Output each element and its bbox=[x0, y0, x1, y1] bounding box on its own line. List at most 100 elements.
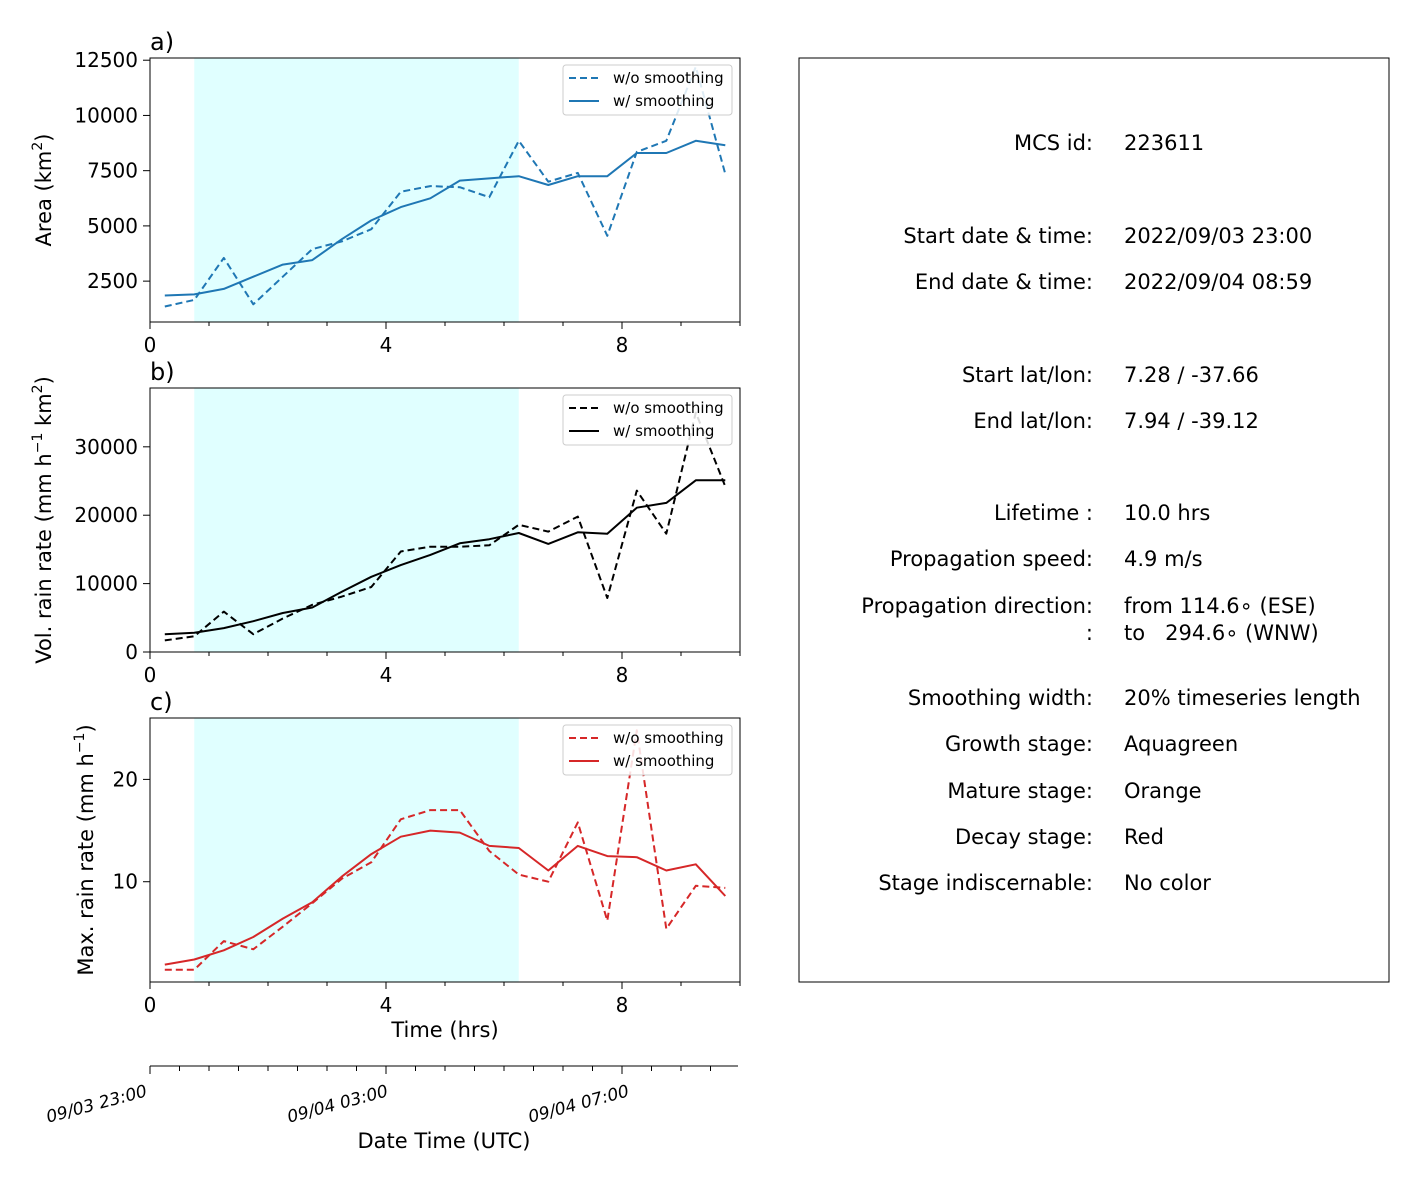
panel-b-series-with-smoothing-line bbox=[164, 479, 726, 636]
info-value-start-time: 2022/09/03 23:00 bbox=[1124, 224, 1312, 248]
panel-b-legend-label-solid: w/ smoothing bbox=[613, 422, 714, 440]
info-value-smoothing-width: 20% timeseries length bbox=[1124, 686, 1361, 710]
panel-b-xtick-label: 8 bbox=[616, 663, 629, 687]
panel-a-ylabel: Area (km2) bbox=[30, 134, 56, 247]
panel-b-ylabel-sup1: −1 bbox=[30, 433, 46, 454]
datetime-axis-ticks bbox=[149, 1066, 711, 1074]
datetime-axis: 09/03 23:00 09/04 03:00 09/04 07:00 Date… bbox=[44, 1065, 738, 1153]
panel-a-ylabel-main: Area (km bbox=[32, 151, 56, 247]
info-value-decay-stage: Red bbox=[1124, 825, 1164, 849]
panel-b-ylabel-sup2: 2 bbox=[30, 384, 46, 393]
panel-a-ytick-label: 2500 bbox=[87, 269, 138, 293]
panel-b-ytick-label: 30000 bbox=[74, 435, 138, 459]
panel-c-letter: c) bbox=[150, 688, 173, 716]
panel-b-shaded-period bbox=[194, 388, 519, 652]
panel-c-series-with-smoothing-line bbox=[164, 829, 727, 966]
panel-c-shaded-period bbox=[194, 718, 519, 982]
panel-b: 0 4 8 0 10000 20000 30000 b) Vol. rain rate (m… bbox=[30, 358, 741, 687]
info-value-start-latlon: 7.28 / -37.66 bbox=[1124, 363, 1259, 387]
panel-c-ylabel: Max. rain rate (mm h−1) bbox=[72, 724, 98, 975]
panel-c-xtick-label: 4 bbox=[380, 993, 393, 1017]
info-panel: MCS id: 223611 Start date & time: 2022/0… bbox=[798, 57, 1390, 983]
info-value-end-time: 2022/09/04 08:59 bbox=[1124, 270, 1312, 294]
panel-c-ylabel-main: Max. rain rate (mm h bbox=[74, 753, 98, 976]
info-key-decay-stage: Decay stage: bbox=[955, 825, 1093, 849]
panel-b-ylabel-main: Vol. rain rate (mm h bbox=[32, 453, 56, 664]
info-key-propagation-direction-cont: : bbox=[1086, 621, 1093, 645]
info-key-mcs-id: MCS id: bbox=[1014, 131, 1093, 155]
panel-b-ylabel-tail: ) bbox=[32, 376, 56, 384]
panel-a-ticks: 0 4 8 2500 5000 7500 10000 12500 bbox=[74, 48, 741, 357]
panel-c: 0 4 8 10 20 c) Max. rain rate (mm h−1) Time … bbox=[72, 688, 741, 1042]
info-value-mcs-id: 223611 bbox=[1124, 131, 1204, 155]
panel-c-ytick-label: 20 bbox=[113, 767, 138, 791]
info-key-propagation-direction: Propagation direction: bbox=[861, 594, 1093, 618]
panel-a-legend: w/o smoothing w/ smoothing bbox=[562, 64, 733, 116]
info-key-propagation-speed: Propagation speed: bbox=[890, 547, 1093, 571]
panel-a-xtick-label: 0 bbox=[144, 333, 157, 357]
panel-a-xtick-label: 8 bbox=[616, 333, 629, 357]
panel-c-legend-label-dashed: w/o smoothing bbox=[613, 729, 724, 747]
info-key-growth-stage: Growth stage: bbox=[945, 732, 1093, 756]
panel-c-ylabel-tail: ) bbox=[74, 724, 98, 732]
panel-a-ytick-label: 5000 bbox=[87, 214, 138, 238]
info-value-propagation-direction-to: to 294.6∘ (WNW) bbox=[1124, 621, 1319, 645]
panel-b-legend: w/o smoothing w/ smoothing bbox=[562, 394, 733, 446]
info-key-lifetime: Lifetime : bbox=[994, 501, 1093, 525]
info-value-growth-stage: Aquagreen bbox=[1124, 732, 1238, 756]
info-value-propagation-speed: 4.9 m/s bbox=[1124, 547, 1203, 571]
info-value-lifetime: 10.0 hrs bbox=[1124, 501, 1210, 525]
panel-b-legend-label-dashed: w/o smoothing bbox=[613, 399, 724, 417]
panel-c-xtick-label: 0 bbox=[144, 993, 157, 1017]
panel-b-ytick-label: 10000 bbox=[74, 572, 138, 596]
panel-c-legend-label-solid: w/ smoothing bbox=[613, 752, 714, 770]
panel-b-marks bbox=[164, 411, 727, 642]
info-key-start-time: Start date & time: bbox=[903, 224, 1093, 248]
panel-a-marks bbox=[164, 65, 727, 308]
panel-b-ylabel-mid: km bbox=[32, 393, 56, 432]
panel-b-series-without-smoothing-line bbox=[164, 411, 727, 642]
panel-c-xlabel: Time (hrs) bbox=[390, 1018, 498, 1042]
panel-c-legend-box bbox=[562, 724, 733, 776]
panel-b-ytick-label: 20000 bbox=[74, 503, 138, 527]
panel-b-xtick-label: 4 bbox=[380, 663, 393, 687]
panel-b-xtick-label: 0 bbox=[144, 663, 157, 687]
panel-a-letter: a) bbox=[150, 28, 174, 56]
info-key-start-latlon: Start lat/lon: bbox=[962, 363, 1093, 387]
info-key-end-time: End date & time: bbox=[915, 270, 1093, 294]
info-key-end-latlon: End lat/lon: bbox=[973, 409, 1093, 433]
info-value-propagation-direction-from: from 114.6∘ (ESE) bbox=[1124, 594, 1316, 618]
panel-a-xtick-label: 4 bbox=[380, 333, 393, 357]
datetime-tick-label-2: 09/04 07:00 bbox=[526, 1082, 631, 1128]
info-key-smoothing-width: Smoothing width: bbox=[908, 686, 1093, 710]
panel-a-legend-label-dashed: w/o smoothing bbox=[613, 69, 724, 87]
info-value-mature-stage: Orange bbox=[1124, 779, 1202, 803]
datetime-tick-label-1: 09/04 03:00 bbox=[285, 1082, 390, 1128]
info-panel-frame bbox=[798, 57, 1390, 983]
info-value-stage-indiscernable: No color bbox=[1124, 871, 1211, 895]
info-value-end-latlon: 7.94 / -39.12 bbox=[1124, 409, 1259, 433]
panel-a-legend-box bbox=[562, 64, 733, 116]
panel-b-letter: b) bbox=[150, 358, 175, 386]
panel-a-ytick-label: 12500 bbox=[74, 48, 138, 72]
panel-b-ticks: 0 4 8 0 10000 20000 30000 bbox=[74, 435, 741, 687]
panel-a-series-with-smoothing-line bbox=[164, 139, 726, 297]
panel-a-ytick-label: 10000 bbox=[74, 103, 138, 127]
datetime-axis-label: Date Time (UTC) bbox=[358, 1129, 531, 1153]
datetime-tick-label-0: 09/03 23:00 bbox=[44, 1082, 149, 1128]
panel-c-ytick-label: 10 bbox=[113, 870, 138, 894]
panel-a-series-without-smoothing-line bbox=[164, 65, 727, 308]
info-key-stage-indiscernable: Stage indiscernable: bbox=[878, 871, 1093, 895]
panel-c-ticks: 0 4 8 10 20 bbox=[113, 767, 741, 1017]
panel-b-ytick-label: 0 bbox=[125, 640, 138, 664]
panel-b-legend-box bbox=[562, 394, 733, 446]
panel-c-ylabel-sup: −1 bbox=[72, 733, 88, 754]
panel-a-ylabel-sup: 2 bbox=[30, 142, 46, 151]
panel-b-ylabel: Vol. rain rate (mm h−1 km2) bbox=[30, 376, 56, 664]
panel-c-legend: w/o smoothing w/ smoothing bbox=[562, 724, 733, 776]
panel-a-legend-label-solid: w/ smoothing bbox=[613, 92, 714, 110]
panel-a-ylabel-tail: ) bbox=[32, 134, 56, 142]
info-key-mature-stage: Mature stage: bbox=[947, 779, 1093, 803]
